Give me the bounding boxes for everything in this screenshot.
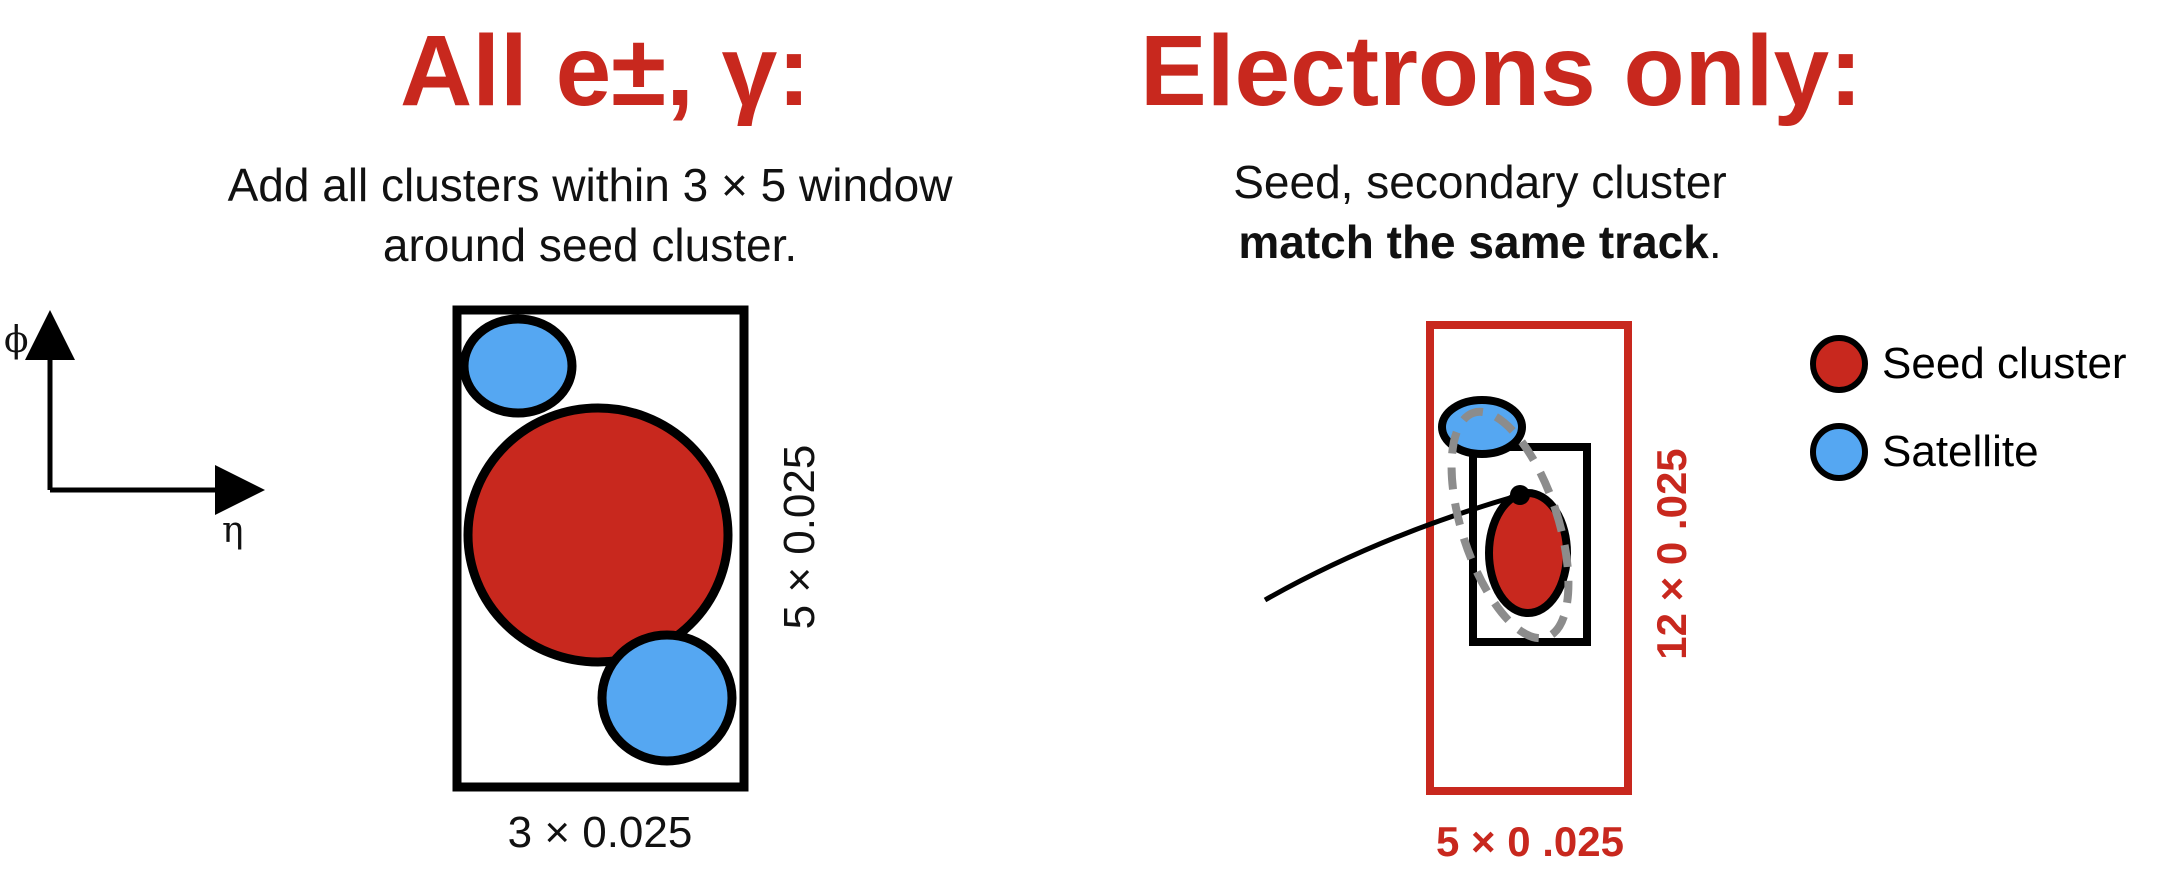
left-subtitle-line1: Add all clusters within 3 × 5 window [227, 159, 953, 211]
seed-cluster-swatch [1810, 335, 1868, 393]
legend-item-seed: Seed cluster [1810, 320, 2127, 408]
left-window-3x5 [452, 305, 749, 792]
legend-item-satellite: Satellite [1810, 408, 2127, 496]
left-subtitle: Add all clusters within 3 × 5 window aro… [150, 155, 1030, 275]
legend-label-satellite: Satellite [1882, 427, 2039, 476]
dashed-track-match-region [1447, 407, 1573, 643]
right-satellite [1438, 396, 1526, 458]
axes [24, 310, 265, 515]
left-dim-horizontal: 3 × 0.025 [507, 808, 693, 857]
left-window-group [452, 305, 749, 792]
left-dim-vertical: 5 × 0.025 [775, 444, 824, 630]
left-title: All e±, γ: [400, 15, 811, 127]
right-window-5x12 [1426, 321, 1632, 795]
right-window-group [1263, 321, 1632, 795]
left-seed-cluster [463, 403, 733, 667]
legend: Seed cluster Satellite [1810, 320, 2127, 496]
y-axis-label: ϕ [4, 320, 29, 361]
right-subtitle-line2: match the same track. [1130, 212, 1830, 272]
right-subtitle-bold: match the same track [1238, 216, 1709, 268]
legend-label-seed: Seed cluster [1882, 339, 2127, 388]
right-title: Electrons only: [1140, 15, 1863, 127]
right-dim-vertical: 12 × 0 .025 [1648, 448, 1695, 660]
track-curve [1263, 492, 1521, 603]
left-subtitle-line2: around seed cluster. [382, 219, 798, 271]
right-dim-horizontal: 5 × 0 .025 [1436, 818, 1624, 865]
left-satellite-top [459, 314, 577, 418]
right-subtitle-suffix: . [1708, 216, 1722, 268]
satellite-swatch [1810, 423, 1868, 481]
left-satellite-bottom [597, 630, 737, 766]
track-endpoint-dot [1510, 485, 1530, 505]
right-subtitle: Seed, secondary cluster match the same t… [1130, 152, 1830, 272]
right-subtitle-line1: Seed, secondary cluster [1233, 156, 1727, 208]
x-axis-label: η [222, 510, 244, 551]
